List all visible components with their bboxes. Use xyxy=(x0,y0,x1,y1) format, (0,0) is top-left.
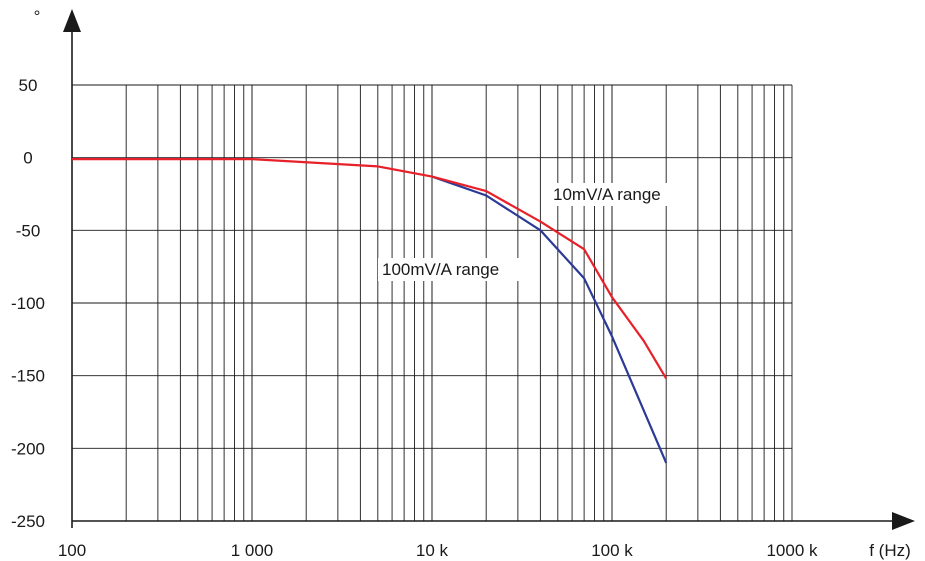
y-tick-label: 0 xyxy=(23,149,32,168)
x-tick-label: 10 k xyxy=(416,541,449,560)
y-tick-label: -250 xyxy=(11,512,45,531)
horizontal-gridlines xyxy=(72,84,792,449)
y-axis-arrow xyxy=(63,9,81,32)
y-tick-label: 50 xyxy=(19,76,38,95)
x-tick-label: 1000 k xyxy=(766,541,818,560)
x-tick-label: 1 000 xyxy=(231,541,274,560)
y-tick-label: -150 xyxy=(11,367,45,386)
x-axis-arrow xyxy=(892,512,915,530)
x-tick-label: 100 k xyxy=(591,541,633,560)
x-axis-unit-label: f (Hz) xyxy=(869,541,911,560)
y-tick-label: -100 xyxy=(11,294,45,313)
annotation-background xyxy=(549,183,693,206)
y-tick-label: -200 xyxy=(11,439,45,458)
tick-labels: 50 0 -50 -100 -150 -200 -250 100 1 000 10 k 100 k 1… xyxy=(11,76,818,560)
series-line-100mv-range xyxy=(431,175,668,464)
series-annotations: 10mV/A range 100mV/A range xyxy=(378,183,693,281)
y-tick-label: -50 xyxy=(16,221,41,240)
x-tick-label: 100 xyxy=(58,541,86,560)
data-series xyxy=(72,158,668,464)
series-line-10mv-range xyxy=(72,158,668,380)
annotation-background xyxy=(378,258,530,281)
y-axis-unit-label: ° xyxy=(34,7,41,26)
annotation-10mv-range: 10mV/A range xyxy=(553,185,661,204)
axes xyxy=(63,9,915,530)
annotation-100mv-range: 100mV/A range xyxy=(382,260,499,279)
